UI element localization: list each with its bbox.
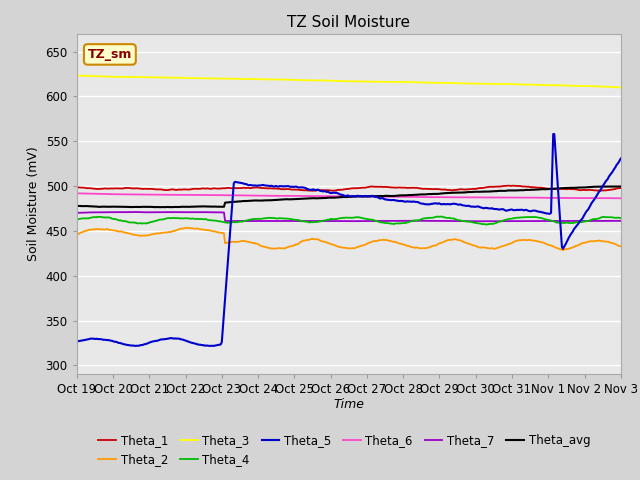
Theta_2 — [606, 240, 614, 245]
Line: Theta_1: Theta_1 — [77, 186, 621, 191]
Theta_4 — [367, 216, 375, 222]
Theta_6 — [397, 194, 404, 200]
Theta_7 — [369, 218, 376, 224]
Theta_4 — [617, 215, 625, 221]
Theta_1 — [398, 185, 406, 191]
Theta_5 — [369, 193, 376, 199]
Theta_4 — [521, 215, 529, 220]
Theta_4 — [332, 216, 339, 222]
Theta_avg — [605, 184, 612, 190]
Theta_6 — [519, 195, 527, 201]
Theta_6 — [73, 191, 81, 196]
Theta_7 — [336, 218, 344, 224]
Theta_2 — [617, 243, 625, 249]
Theta_3 — [367, 79, 375, 84]
Theta_avg — [336, 194, 344, 200]
Legend: Theta_1, Theta_2, Theta_3, Theta_4, Theta_5, Theta_6, Theta_7, Theta_avg: Theta_1, Theta_2, Theta_3, Theta_4, Thet… — [93, 430, 595, 471]
Theta_2 — [332, 243, 340, 249]
Theta_5 — [398, 198, 406, 204]
Theta_5 — [549, 131, 557, 137]
Theta_7 — [606, 218, 614, 224]
Theta_3 — [617, 84, 625, 90]
Theta_3 — [73, 72, 81, 78]
Theta_5 — [617, 156, 625, 161]
Line: Theta_3: Theta_3 — [77, 75, 621, 87]
Theta_2 — [369, 239, 376, 244]
Theta_5 — [132, 343, 140, 349]
Theta_7 — [479, 218, 487, 224]
Theta_3 — [335, 78, 342, 84]
X-axis label: Time: Time — [333, 398, 364, 411]
Theta_2 — [336, 244, 344, 250]
Theta_2 — [520, 237, 527, 243]
Theta_4 — [335, 216, 342, 221]
Line: Theta_2: Theta_2 — [77, 228, 621, 250]
Title: TZ Soil Moisture: TZ Soil Moisture — [287, 15, 410, 30]
Theta_3 — [519, 82, 527, 87]
Theta_5 — [520, 207, 527, 213]
Theta_4 — [73, 216, 81, 222]
Theta_7 — [521, 218, 529, 224]
Theta_1 — [369, 184, 376, 190]
Line: Theta_4: Theta_4 — [77, 216, 621, 225]
Theta_1 — [617, 185, 625, 191]
Theta_avg — [369, 193, 376, 199]
Theta_5 — [336, 191, 344, 197]
Theta_5 — [73, 338, 81, 344]
Theta_5 — [606, 172, 614, 178]
Theta_1 — [332, 187, 340, 193]
Theta_1 — [606, 187, 614, 192]
Theta_7 — [332, 218, 340, 224]
Theta_2 — [182, 225, 189, 230]
Theta_1 — [521, 184, 529, 190]
Theta_avg — [520, 187, 527, 193]
Theta_2 — [398, 241, 406, 247]
Theta_3 — [604, 84, 612, 90]
Theta_7 — [127, 209, 135, 215]
Theta_1 — [308, 188, 316, 193]
Theta_4 — [482, 222, 490, 228]
Theta_3 — [332, 78, 339, 84]
Theta_2 — [73, 232, 81, 238]
Theta_7 — [617, 218, 625, 224]
Theta_avg — [157, 204, 164, 210]
Theta_6 — [367, 193, 375, 199]
Theta_6 — [617, 195, 625, 201]
Theta_7 — [398, 218, 406, 224]
Theta_4 — [606, 215, 614, 220]
Line: Theta_avg: Theta_avg — [77, 186, 621, 207]
Line: Theta_7: Theta_7 — [77, 212, 621, 221]
Theta_6 — [604, 195, 612, 201]
Theta_3 — [397, 79, 404, 85]
Theta_2 — [559, 247, 567, 253]
Theta_avg — [332, 195, 340, 201]
Theta_avg — [617, 183, 625, 189]
Line: Theta_6: Theta_6 — [77, 193, 621, 198]
Theta_1 — [505, 183, 513, 189]
Theta_avg — [398, 192, 406, 198]
Theta_avg — [73, 203, 81, 209]
Theta_6 — [332, 193, 339, 199]
Theta_4 — [397, 220, 404, 226]
Theta_6 — [335, 193, 342, 199]
Y-axis label: Soil Moisture (mV): Soil Moisture (mV) — [27, 146, 40, 262]
Theta_1 — [73, 184, 81, 190]
Theta_7 — [73, 210, 81, 216]
Text: TZ_sm: TZ_sm — [88, 48, 132, 61]
Theta_1 — [336, 187, 344, 193]
Theta_4 — [434, 214, 442, 219]
Line: Theta_5: Theta_5 — [77, 134, 621, 346]
Theta_5 — [332, 190, 340, 195]
